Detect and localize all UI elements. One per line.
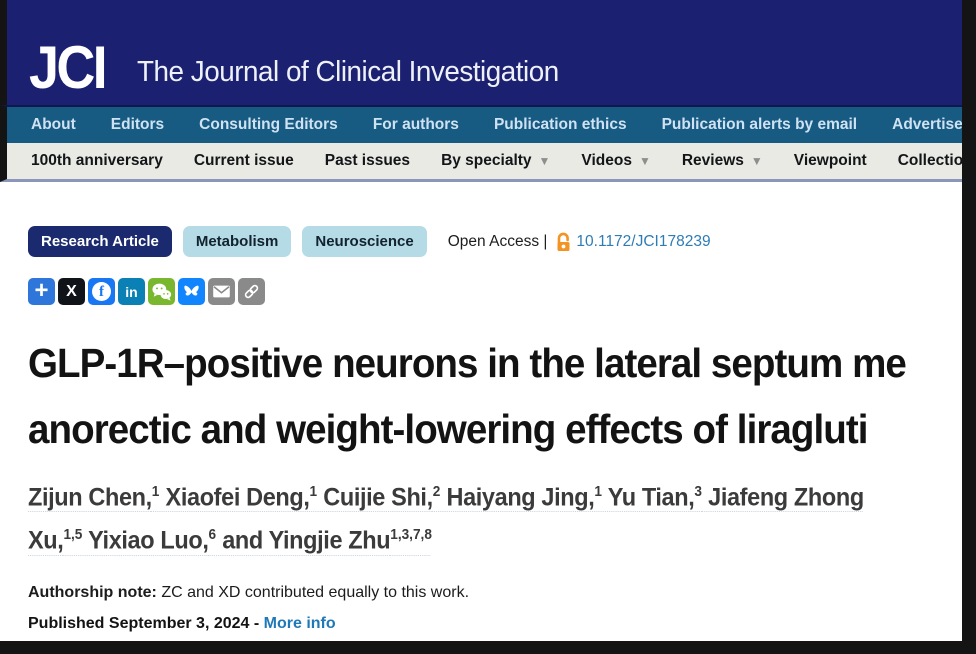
author-link[interactable]: Xiaofei Deng, (159, 483, 310, 512)
author-affiliation-sup: 1 (309, 484, 318, 500)
masthead: JCI The Journal of Clinical Investigatio… (0, 0, 962, 105)
nav-item-current-issue[interactable]: Current issue (193, 152, 294, 169)
nav-item-videos[interactable]: Videos ▼ (581, 152, 651, 169)
author-link[interactable]: Jiafeng Zhong (701, 483, 864, 512)
page: JCI The Journal of Clinical Investigatio… (0, 0, 962, 641)
article-title-line1: GLP-1R–positive neurons in the lateral s… (28, 340, 907, 386)
author-affiliation-sup: 1 (151, 484, 160, 500)
secondary-nav: 100th anniversary Current issue Past iss… (0, 143, 962, 182)
chevron-down-icon: ▼ (638, 154, 651, 168)
chevron-down-icon: ▼ (750, 154, 763, 168)
wechat-icon[interactable] (148, 278, 175, 305)
nav-item-editors[interactable]: Editors (110, 116, 165, 133)
badge-row: Research Article Metabolism Neuroscience… (28, 226, 962, 257)
nav-item-by-specialty[interactable]: By specialty ▼ (441, 152, 551, 169)
authorship-note-text: ZC and XD contributed equally to this wo… (156, 583, 470, 601)
bluesky-icon[interactable] (178, 278, 205, 305)
nav-item-advertise[interactable]: Advertise (892, 116, 962, 133)
nav-item-publication-alerts[interactable]: Publication alerts by email (661, 116, 858, 133)
open-access-label: Open Access | (447, 232, 548, 250)
nav-item-about[interactable]: About (31, 116, 76, 133)
author-list-line1: Zijun Chen,1 Xiaofei Deng,1 Cuijie Shi,2… (28, 473, 906, 516)
share-plus-icon[interactable]: + (28, 278, 55, 305)
author-affiliation-sup: 1,3,7,8 (390, 527, 432, 544)
primary-nav: About Editors Consulting Editors For aut… (0, 105, 962, 143)
article-title: GLP-1R–positive neurons in the lateral s… (28, 330, 962, 462)
nav-item-viewpoint[interactable]: Viewpoint (793, 152, 867, 169)
published-date: Published September 3, 2024 - (28, 614, 264, 632)
author-link[interactable]: Cuijie Shi, (317, 483, 433, 512)
share-toolbar: + X f in (28, 278, 962, 305)
author-link[interactable]: Zijun Chen, (28, 483, 152, 512)
article-title-line2: anorectic and weight-lowering effects of… (28, 406, 868, 452)
nav-item-reviews[interactable]: Reviews ▼ (681, 152, 763, 169)
author-affiliation-sup: 1,5 (63, 527, 83, 544)
nav-item-consulting-editors[interactable]: Consulting Editors (199, 116, 338, 133)
author-link[interactable]: Yixiao Luo, (82, 526, 209, 555)
author-list-line2: Xu,1,5 Yixiao Luo,6 and Yingjie Zhu1,3,7… (28, 516, 906, 559)
author-affiliation-sup: 2 (432, 484, 441, 500)
category-badge-neuroscience[interactable]: Neuroscience (302, 226, 427, 257)
article-header: Research Article Metabolism Neuroscience… (0, 182, 962, 633)
nav-item-past-issues[interactable]: Past issues (324, 152, 411, 169)
author-link[interactable]: and Yingjie Zhu (216, 526, 391, 555)
open-access-info: Open Access | 10.1172/JCI178239 (448, 232, 711, 252)
author-affiliation-sup: 6 (208, 527, 217, 544)
author-link[interactable]: Yu Tian, (601, 483, 695, 512)
nav-item-publication-ethics[interactable]: Publication ethics (493, 116, 627, 133)
article-type-badge[interactable]: Research Article (28, 226, 172, 257)
author-link[interactable]: Haiyang Jing, (440, 483, 595, 512)
author-affiliation-sup: 1 (594, 484, 602, 500)
author-link[interactable]: Xu, (28, 526, 64, 555)
copy-link-icon[interactable] (238, 278, 265, 305)
chevron-down-icon: ▼ (538, 154, 551, 168)
authorship-note-label: Authorship note: (28, 583, 157, 601)
nav-item-100th-anniversary[interactable]: 100th anniversary (31, 152, 163, 169)
nav-item-collections[interactable]: Collections (897, 152, 962, 169)
author-affiliation-sup: 3 (694, 484, 702, 500)
author-list: Zijun Chen,1 Xiaofei Deng,1 Cuijie Shi,2… (28, 473, 962, 560)
jci-logo[interactable]: JCI (29, 34, 108, 102)
published-line: Published September 3, 2024 - More info (28, 615, 962, 633)
open-access-lock-icon (557, 232, 570, 251)
more-info-link[interactable]: More info (263, 614, 336, 632)
journal-name[interactable]: The Journal of Clinical Investigation (137, 56, 560, 88)
facebook-icon[interactable]: f (88, 278, 115, 305)
category-badge-metabolism[interactable]: Metabolism (182, 226, 292, 257)
nav-item-for-authors[interactable]: For authors (372, 116, 459, 133)
authorship-note: Authorship note: ZC and XD contributed e… (28, 584, 962, 602)
doi-link[interactable]: 10.1172/JCI178239 (576, 232, 711, 250)
linkedin-icon[interactable]: in (118, 278, 145, 305)
email-icon[interactable] (208, 278, 235, 305)
x-twitter-icon[interactable]: X (58, 278, 85, 305)
